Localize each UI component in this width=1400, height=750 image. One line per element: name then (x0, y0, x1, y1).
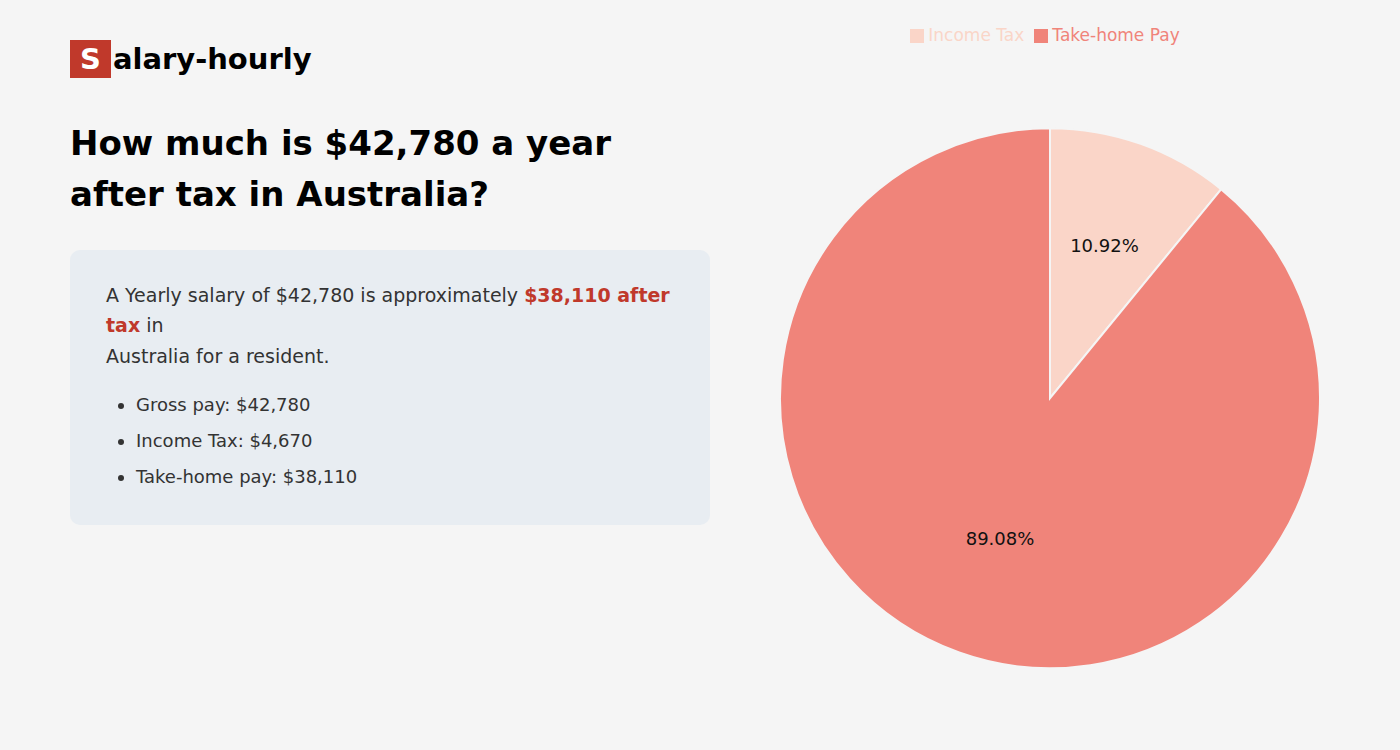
html-text:How much is $42,780 a year aft: How much is $42,780 a year after tax in … (70, 123, 611, 214)
html-text:Income Tax: Income Tax (928, 25, 1025, 45)
html-text:Gross pay: $42,780: Gross pay: $42,780 (136, 394, 311, 416)
svg-text:10.92%: 10.92% (1070, 235, 1139, 256)
html-text:Australia for a resident.: Australia for a resident. (106, 344, 330, 367)
html-text:Take-home Pay: Take-home Pay (1052, 25, 1180, 45)
html-text:S alary-hourly: S alary-hourly (80, 42, 312, 76)
html-text:A Yearly salary of $42,780 is: A Yearly salary of $42,780 is approximat… (106, 284, 670, 337)
html-text:Take-home pay: $38,110: Take-home pay: $38,110 (136, 466, 358, 488)
html-text:Income Tax: $4,670: Income Tax: $4,670 (136, 430, 313, 452)
svg-text:89.08%: 89.08% (966, 528, 1035, 549)
